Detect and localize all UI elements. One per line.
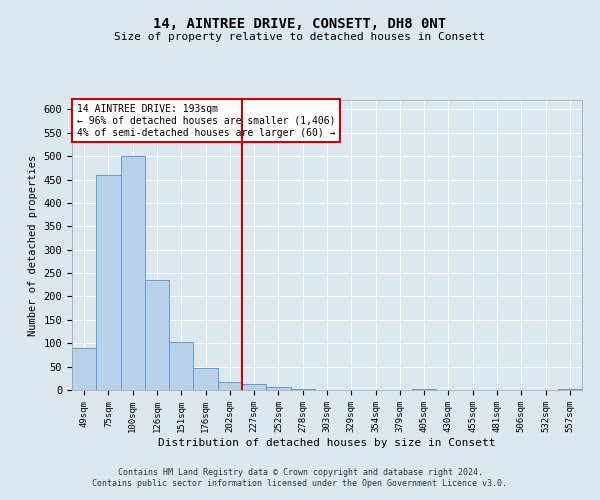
Text: Contains HM Land Registry data © Crown copyright and database right 2024.
Contai: Contains HM Land Registry data © Crown c… xyxy=(92,468,508,487)
Y-axis label: Number of detached properties: Number of detached properties xyxy=(28,154,38,336)
Text: Size of property relative to detached houses in Consett: Size of property relative to detached ho… xyxy=(115,32,485,42)
Bar xyxy=(218,382,242,390)
Bar xyxy=(169,342,193,390)
Bar xyxy=(290,388,315,390)
Bar xyxy=(558,388,582,390)
Bar xyxy=(193,368,218,390)
Text: 14, AINTREE DRIVE, CONSETT, DH8 0NT: 14, AINTREE DRIVE, CONSETT, DH8 0NT xyxy=(154,18,446,32)
Bar xyxy=(412,388,436,390)
Bar xyxy=(96,175,121,390)
Bar xyxy=(266,386,290,390)
Bar xyxy=(145,280,169,390)
Text: 14 AINTREE DRIVE: 193sqm
← 96% of detached houses are smaller (1,406)
4% of semi: 14 AINTREE DRIVE: 193sqm ← 96% of detach… xyxy=(77,104,335,138)
Bar xyxy=(242,384,266,390)
X-axis label: Distribution of detached houses by size in Consett: Distribution of detached houses by size … xyxy=(158,438,496,448)
Bar xyxy=(121,156,145,390)
Bar xyxy=(72,348,96,390)
